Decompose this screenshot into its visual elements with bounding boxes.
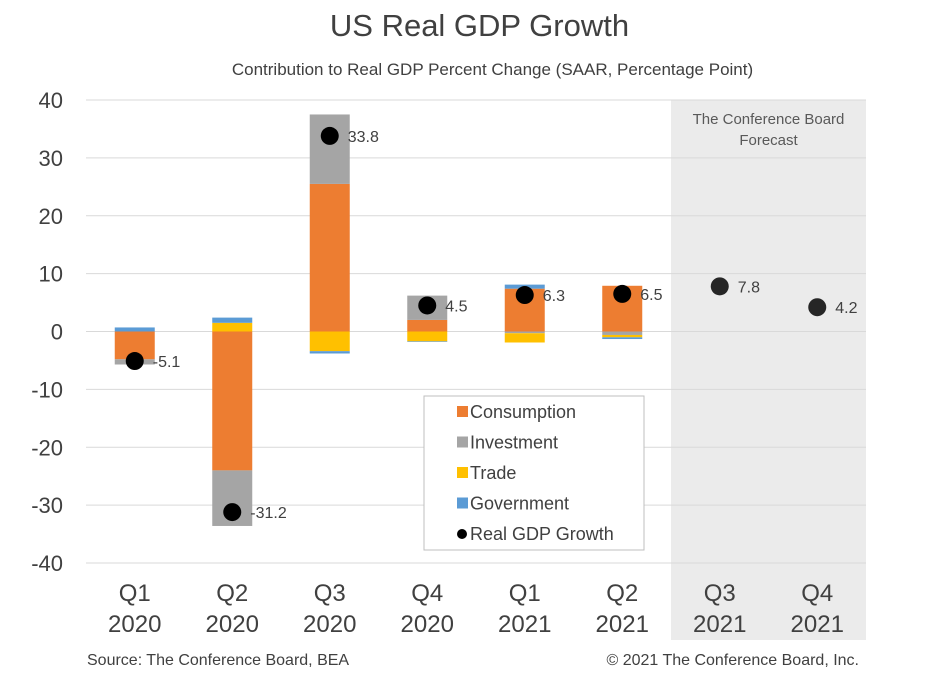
x-category-label: 2021 bbox=[693, 611, 746, 638]
legend-swatch bbox=[457, 406, 468, 417]
y-tick-label: -20 bbox=[31, 435, 63, 460]
gdp-point bbox=[710, 277, 729, 296]
gdp-data-label: 6.5 bbox=[640, 287, 662, 304]
bar-trade-1 bbox=[212, 322, 253, 332]
forecast-shade bbox=[671, 100, 866, 640]
x-category-label: Q1 bbox=[509, 580, 541, 607]
x-category-label: 2020 bbox=[108, 611, 161, 638]
x-category-label: 2021 bbox=[498, 611, 551, 638]
legend-entry: Government bbox=[470, 494, 569, 514]
legend-entry: Real GDP Growth bbox=[470, 524, 614, 544]
gdp-point bbox=[515, 286, 534, 305]
x-category-label: 2021 bbox=[596, 611, 649, 638]
x-category-label: Q1 bbox=[119, 580, 151, 607]
x-axis-category-labels: Q1 2020 Q2 2020 Q3 2020 Q4 2020 Q1 2021 Q2 2021 Q3 20… bbox=[108, 580, 844, 638]
gdp-data-label: -5.1 bbox=[153, 354, 181, 371]
legend-entry: Investment bbox=[470, 433, 558, 453]
y-tick-label: 30 bbox=[39, 146, 63, 171]
gdp-data-label: 4.5 bbox=[445, 298, 467, 315]
forecast-region: The Conference Board Forecast bbox=[671, 100, 866, 640]
bar-investment-4 bbox=[504, 331, 545, 334]
x-category-label: Q4 bbox=[411, 580, 443, 607]
y-tick-label: -40 bbox=[31, 551, 63, 576]
x-category-label: 2020 bbox=[401, 611, 454, 638]
bar-government-1 bbox=[212, 317, 253, 323]
bar-government-2 bbox=[309, 351, 350, 354]
bar-consumption-1 bbox=[212, 331, 253, 471]
y-tick-label: 0 bbox=[51, 320, 63, 345]
bar-trade-2 bbox=[309, 331, 350, 352]
x-category-label: Q3 bbox=[314, 580, 346, 607]
gdp-data-label: 6.3 bbox=[543, 288, 565, 305]
stacked-bars bbox=[114, 114, 643, 526]
legend-swatch bbox=[457, 436, 468, 448]
bar-government-3 bbox=[407, 341, 448, 342]
bar-government-0 bbox=[114, 327, 155, 332]
bar-trade-5 bbox=[602, 334, 643, 338]
bar-government-5 bbox=[602, 337, 643, 340]
bar-investment-5 bbox=[602, 331, 643, 335]
legend-swatch-dot bbox=[457, 529, 467, 539]
bar-trade-3 bbox=[407, 331, 448, 342]
chart-subtitle: Contribution to Real GDP Percent Change … bbox=[231, 60, 754, 79]
legend-swatch bbox=[457, 497, 468, 509]
gdp-point bbox=[320, 126, 339, 145]
y-tick-label: -30 bbox=[31, 493, 63, 518]
legend-entry: Consumption bbox=[470, 402, 576, 422]
gdp-point bbox=[613, 284, 632, 303]
gdp-data-label: 4.2 bbox=[835, 300, 857, 317]
x-category-label: Q2 bbox=[606, 580, 638, 607]
x-category-label: Q3 bbox=[704, 580, 736, 607]
source-note: Source: The Conference Board, BEA bbox=[87, 652, 350, 669]
gdp-point bbox=[808, 298, 827, 317]
y-axis-tick-labels: 40 30 20 10 0 -10 -20 -30 -40 bbox=[31, 88, 63, 576]
y-tick-label: -10 bbox=[31, 377, 63, 402]
y-tick-label: 40 bbox=[39, 88, 63, 113]
bar-consumption-2 bbox=[309, 183, 350, 332]
forecast-label-line: Forecast bbox=[739, 132, 798, 149]
gdp-point bbox=[223, 503, 242, 522]
forecast-label-line: The Conference Board bbox=[693, 111, 845, 128]
gdp-data-label: -31.2 bbox=[250, 505, 287, 522]
legend-swatch bbox=[457, 467, 468, 478]
legend: Consumption Investment Trade Government Real… bbox=[423, 395, 645, 551]
x-category-label: Q4 bbox=[801, 580, 833, 607]
x-category-label: 2020 bbox=[206, 611, 259, 638]
legend-entry: Trade bbox=[470, 463, 516, 483]
copyright-note: © 2021 The Conference Board, Inc. bbox=[606, 652, 859, 669]
gdp-growth-points: -5.1 -31.2 33.8 4.5 6.3 6.5 7.8 4.2 bbox=[125, 126, 858, 522]
chart-title: US Real GDP Growth bbox=[329, 8, 630, 43]
y-tick-label: 10 bbox=[39, 262, 63, 287]
gdp-data-label: 7.8 bbox=[738, 279, 760, 296]
gdp-chart: The Conference Board Forecast 40 30 20 10 0 -1… bbox=[31, 88, 866, 640]
x-category-label: 2020 bbox=[303, 611, 356, 638]
bar-investment-2 bbox=[309, 114, 350, 184]
x-category-label: 2021 bbox=[791, 611, 844, 638]
gdp-point bbox=[125, 352, 144, 371]
bar-consumption-3 bbox=[407, 319, 448, 332]
x-category-label: Q2 bbox=[216, 580, 248, 607]
y-tick-label: 20 bbox=[39, 204, 63, 229]
bar-trade-4 bbox=[504, 333, 545, 343]
gdp-point bbox=[418, 296, 437, 315]
gdp-data-label: 33.8 bbox=[348, 129, 379, 146]
